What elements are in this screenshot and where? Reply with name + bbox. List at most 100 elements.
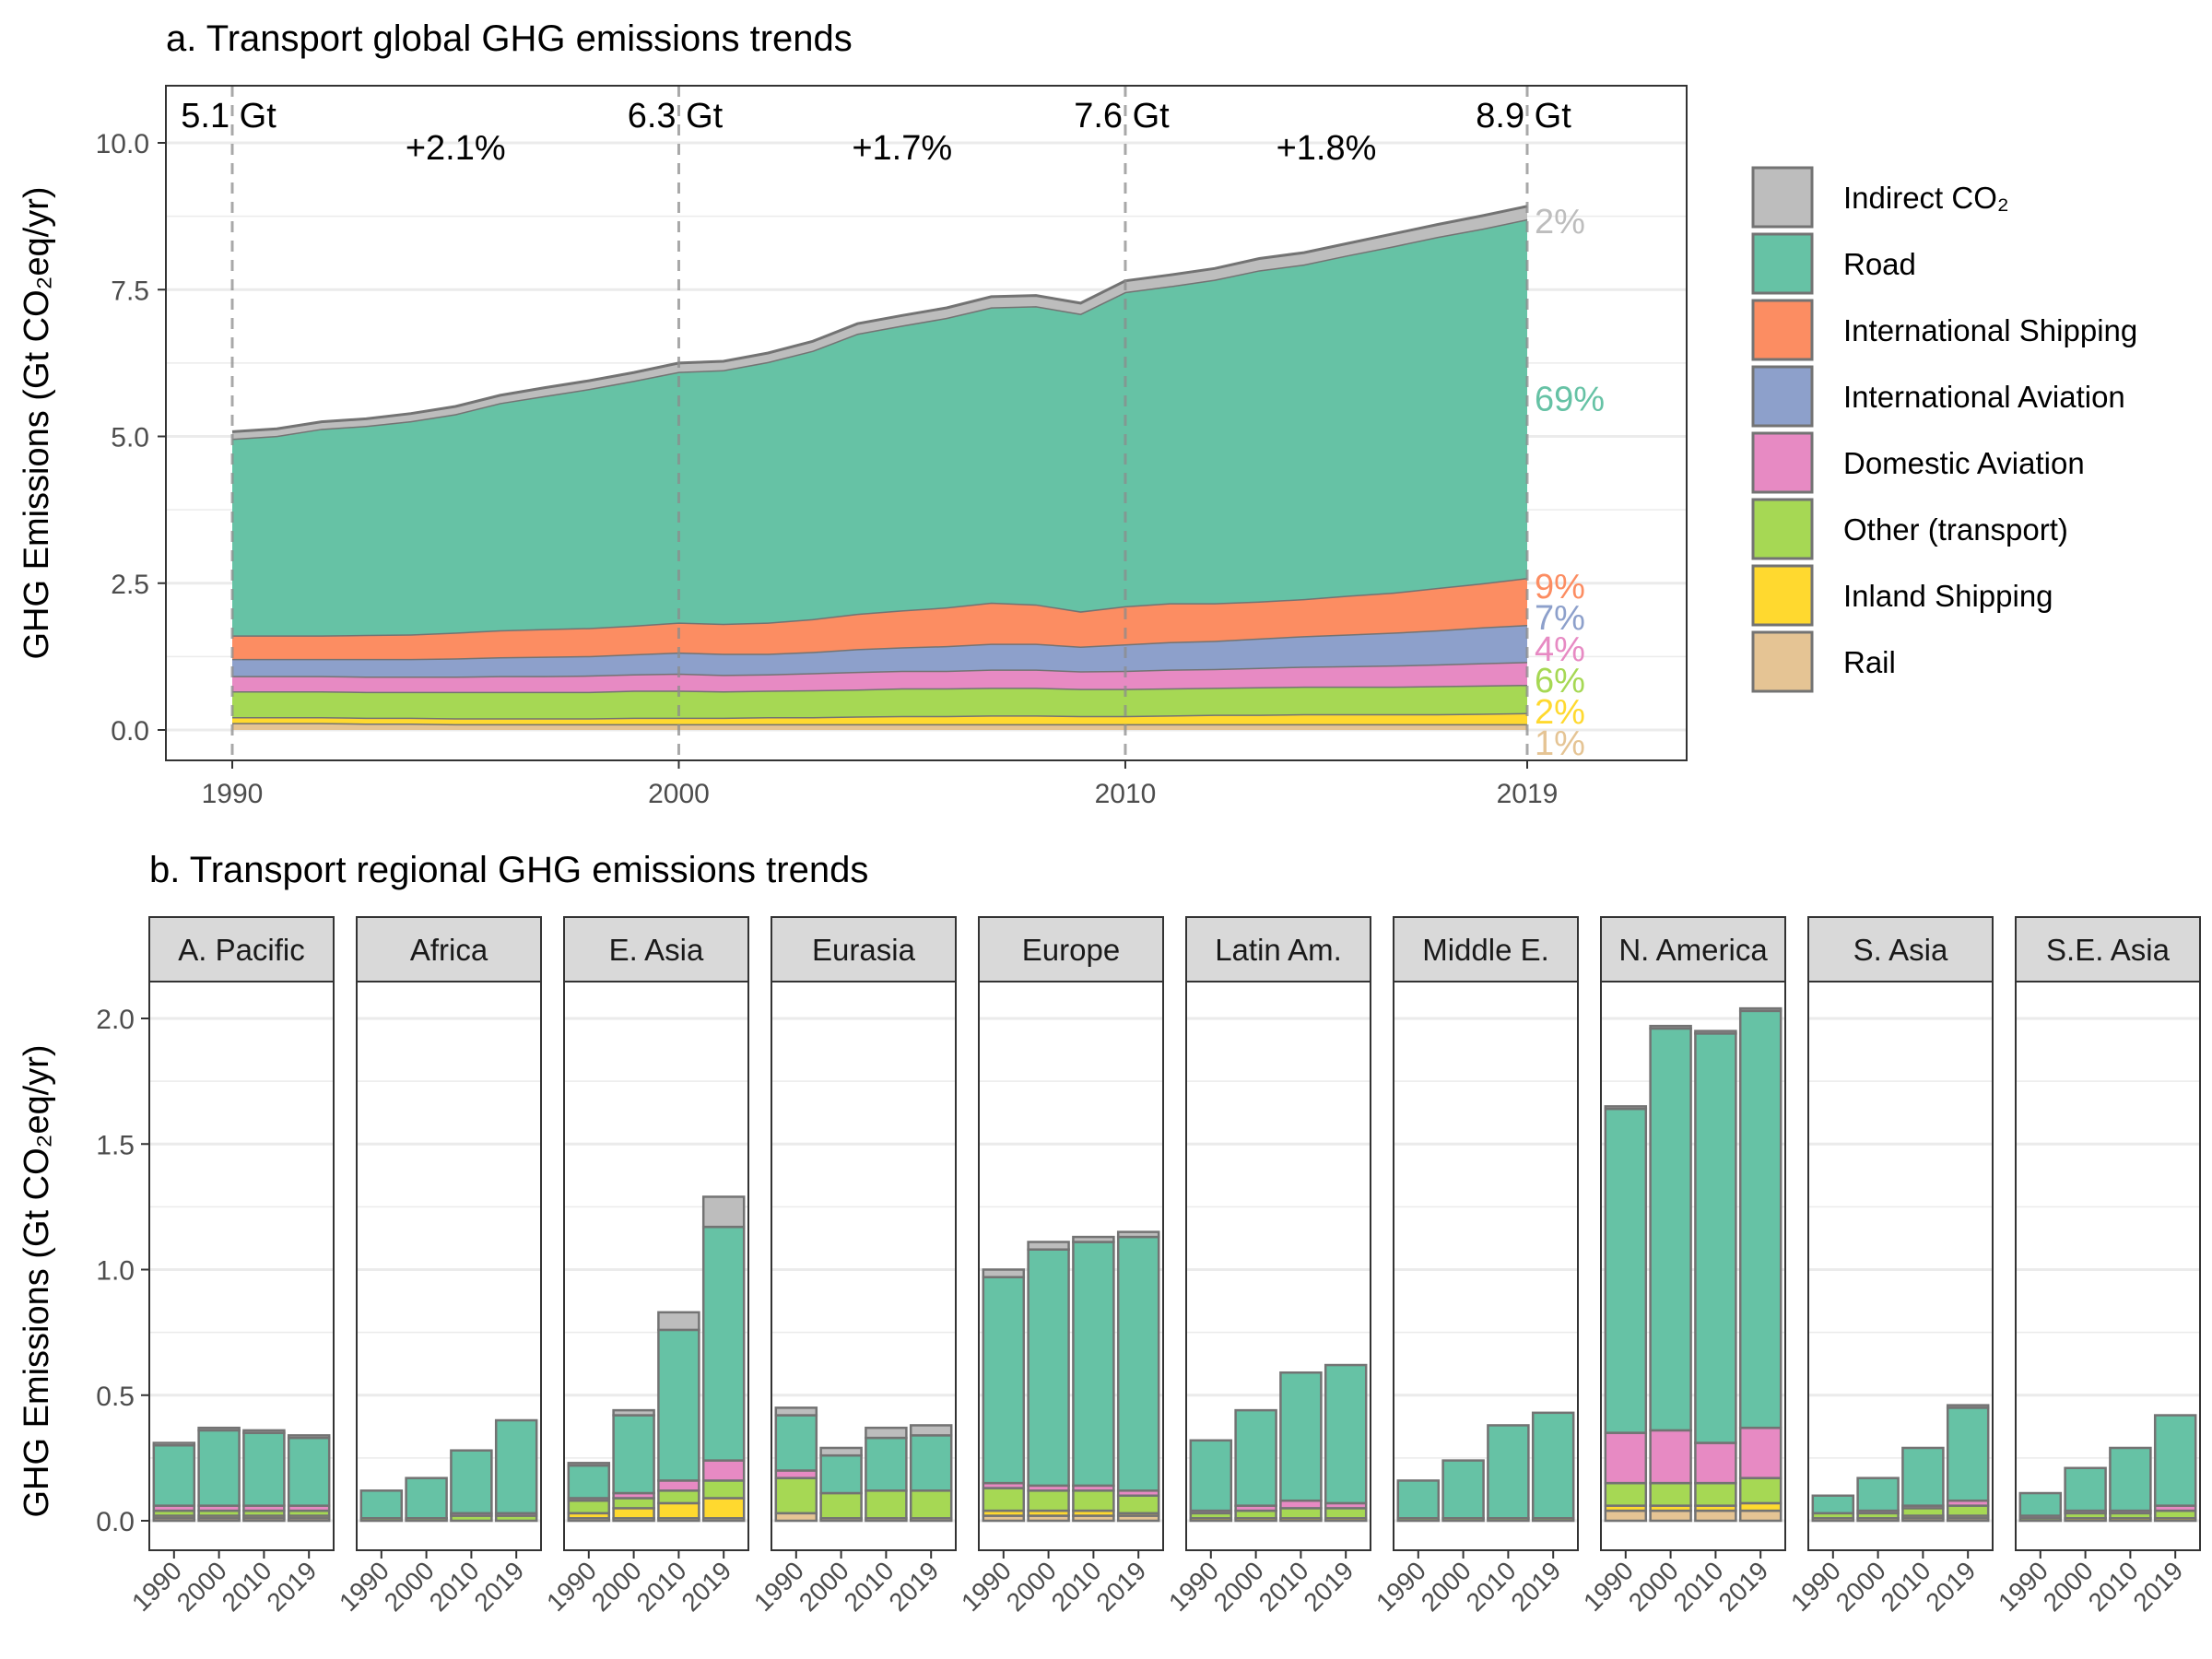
legend-swatch-rail (1751, 630, 1814, 693)
bar-segment-other-transport (1649, 1481, 1692, 1507)
bar-segment-other-transport (567, 1499, 611, 1515)
facet-panel-border (2015, 981, 2201, 1551)
bar-segment-road (567, 1464, 611, 1500)
facet-strip-label: Latin Am. (1215, 933, 1342, 967)
panel-a-share-labels: 1%2%6%4%7%9%69%2% (1535, 203, 1605, 763)
legend-label-domestic-aviation: Domestic Aviation (1843, 446, 2085, 480)
facet-strip (356, 916, 542, 982)
panel-a-year-markers (230, 86, 1529, 760)
facet-strip-label: A. Pacific (178, 933, 305, 967)
bar-eurasia-2019 (909, 1424, 953, 1523)
bar-n-america-2000 (1649, 1024, 1692, 1523)
bar-segment-road (657, 1328, 700, 1482)
bar-segment-rail (1604, 1509, 1648, 1523)
bar-segment-indirect-co (1027, 1241, 1070, 1251)
bar-segment-road (1441, 1459, 1485, 1520)
facet-panel-border (1393, 981, 1579, 1551)
legend-item-inland-shipping: Inland Shipping (1751, 564, 2053, 627)
facet-strip-label: Middle E. (1422, 933, 1549, 967)
bar-s-asia-2019 (1946, 1404, 1990, 1523)
facet-strip (1600, 916, 1786, 982)
panel-a-title: a. Transport global GHG emissions trends (166, 18, 853, 59)
facet-strip (2015, 916, 2201, 982)
bar-segment-inland-shipping (657, 1501, 700, 1520)
bar-segment-road (819, 1453, 863, 1495)
area-indirect-co (232, 206, 1527, 439)
bar-segment-inland-shipping (701, 1497, 746, 1520)
bar-segment-road (405, 1477, 448, 1520)
panel-b-y-tick-label: 0.0 (96, 1507, 135, 1537)
facet-strip-label: Africa (410, 933, 488, 967)
bar-eurasia-2000 (819, 1446, 863, 1523)
bar-segment-road (152, 1444, 196, 1507)
bar-segment-road (450, 1449, 493, 1515)
legend-item-international-aviation: International Aviation (1751, 365, 2125, 428)
bar-segment-road (612, 1414, 655, 1495)
bar-segment-other-transport (657, 1489, 700, 1505)
bar-n-america-2010 (1694, 1030, 1737, 1523)
panel-a-x-tick-label: 1990 (202, 779, 264, 809)
share-label-international-aviation: 7% (1535, 599, 1585, 638)
bar-segment-indirect-co (242, 1429, 286, 1434)
bar-segment-road (1738, 1009, 1783, 1430)
bar-segment-road (2064, 1466, 2107, 1512)
bar-segment-indirect-co (612, 1408, 655, 1417)
bar-middle-e-2019 (1531, 1411, 1575, 1523)
bar-segment-road (494, 1418, 538, 1515)
share-label-road: 69% (1535, 380, 1605, 418)
legend-label-road: Road (1843, 247, 1916, 281)
area-outline-indirect-co (231, 205, 1528, 433)
bar-segment-road (865, 1436, 908, 1492)
bar-segment-other-transport (819, 1491, 863, 1520)
legend-swatch-indirect-co (1751, 166, 1814, 229)
panel-a-annotations: 5.1 Gt 6.3 Gt 7.6 Gt 8.9 Gt +2.1% +1.7% +1.8% (181, 97, 1571, 168)
bar-segment-road (1946, 1406, 1990, 1502)
panel-a-y-axis: 0.0 2.5 5.0 7.5 10.0 (96, 129, 166, 747)
bar-segment-other-transport (1604, 1481, 1648, 1507)
bar-segment-indirect-co (1116, 1230, 1160, 1239)
bar-segment-indirect-co (774, 1406, 818, 1417)
bar-segment-indirect-co (1072, 1235, 1115, 1243)
legend-swatch-international-aviation (1751, 365, 1814, 428)
growth-label-0: +2.1% (406, 129, 506, 168)
bar-segment-indirect-co (909, 1424, 953, 1437)
bar-segment-other-transport (909, 1489, 953, 1520)
area-international-shipping (232, 578, 1527, 659)
bar-latin-am-2010 (1279, 1371, 1323, 1523)
bar-segment-road (287, 1436, 331, 1507)
bar-segment-road (1324, 1363, 1368, 1505)
bar-segment-other-transport (865, 1489, 908, 1520)
panel-b-y-axis: 0.0 0.5 1.0 1.5 2.0 (96, 1005, 149, 1537)
bar-segment-indirect-co (152, 1441, 196, 1447)
bar-segment-road (909, 1434, 953, 1492)
legend-item-international-shipping: International Shipping (1751, 299, 2137, 361)
facet-strip-label: N. America (1618, 933, 1768, 967)
bar-segment-road (1487, 1424, 1530, 1520)
bar-segment-indirect-co (1604, 1105, 1648, 1111)
bar-segment-rail (1649, 1509, 1692, 1523)
facet-strip (148, 916, 335, 982)
bar-segment-other-transport (1946, 1504, 1990, 1517)
total-label-2010: 7.6 Gt (1074, 97, 1170, 135)
bar-segment-indirect-co (1649, 1024, 1692, 1030)
bar-segment-other-transport (612, 1497, 655, 1510)
panel-b-facets: A. Pacific1990200020102019Africa19902000… (126, 916, 2201, 1617)
bar-segment-road (197, 1429, 241, 1507)
bar-s-asia-2000 (1856, 1477, 1900, 1523)
bar-segment-domestic-aviation (701, 1459, 746, 1482)
panel-a-plot-border (165, 85, 1688, 761)
legend-swatch-road (1751, 232, 1814, 295)
legend-label-international-aviation: International Aviation (1843, 380, 2125, 414)
bar-e-asia-2019 (701, 1195, 746, 1523)
bar-europe-2000 (1027, 1241, 1070, 1523)
bar-s-e-asia-2010 (2109, 1446, 2152, 1523)
bar-segment-road (1396, 1479, 1441, 1520)
bar-africa-2019 (494, 1418, 538, 1523)
bar-segment-indirect-co (701, 1195, 746, 1229)
panel-a-y-tick-label: 7.5 (111, 276, 149, 306)
bar-segment-road (1604, 1107, 1648, 1434)
